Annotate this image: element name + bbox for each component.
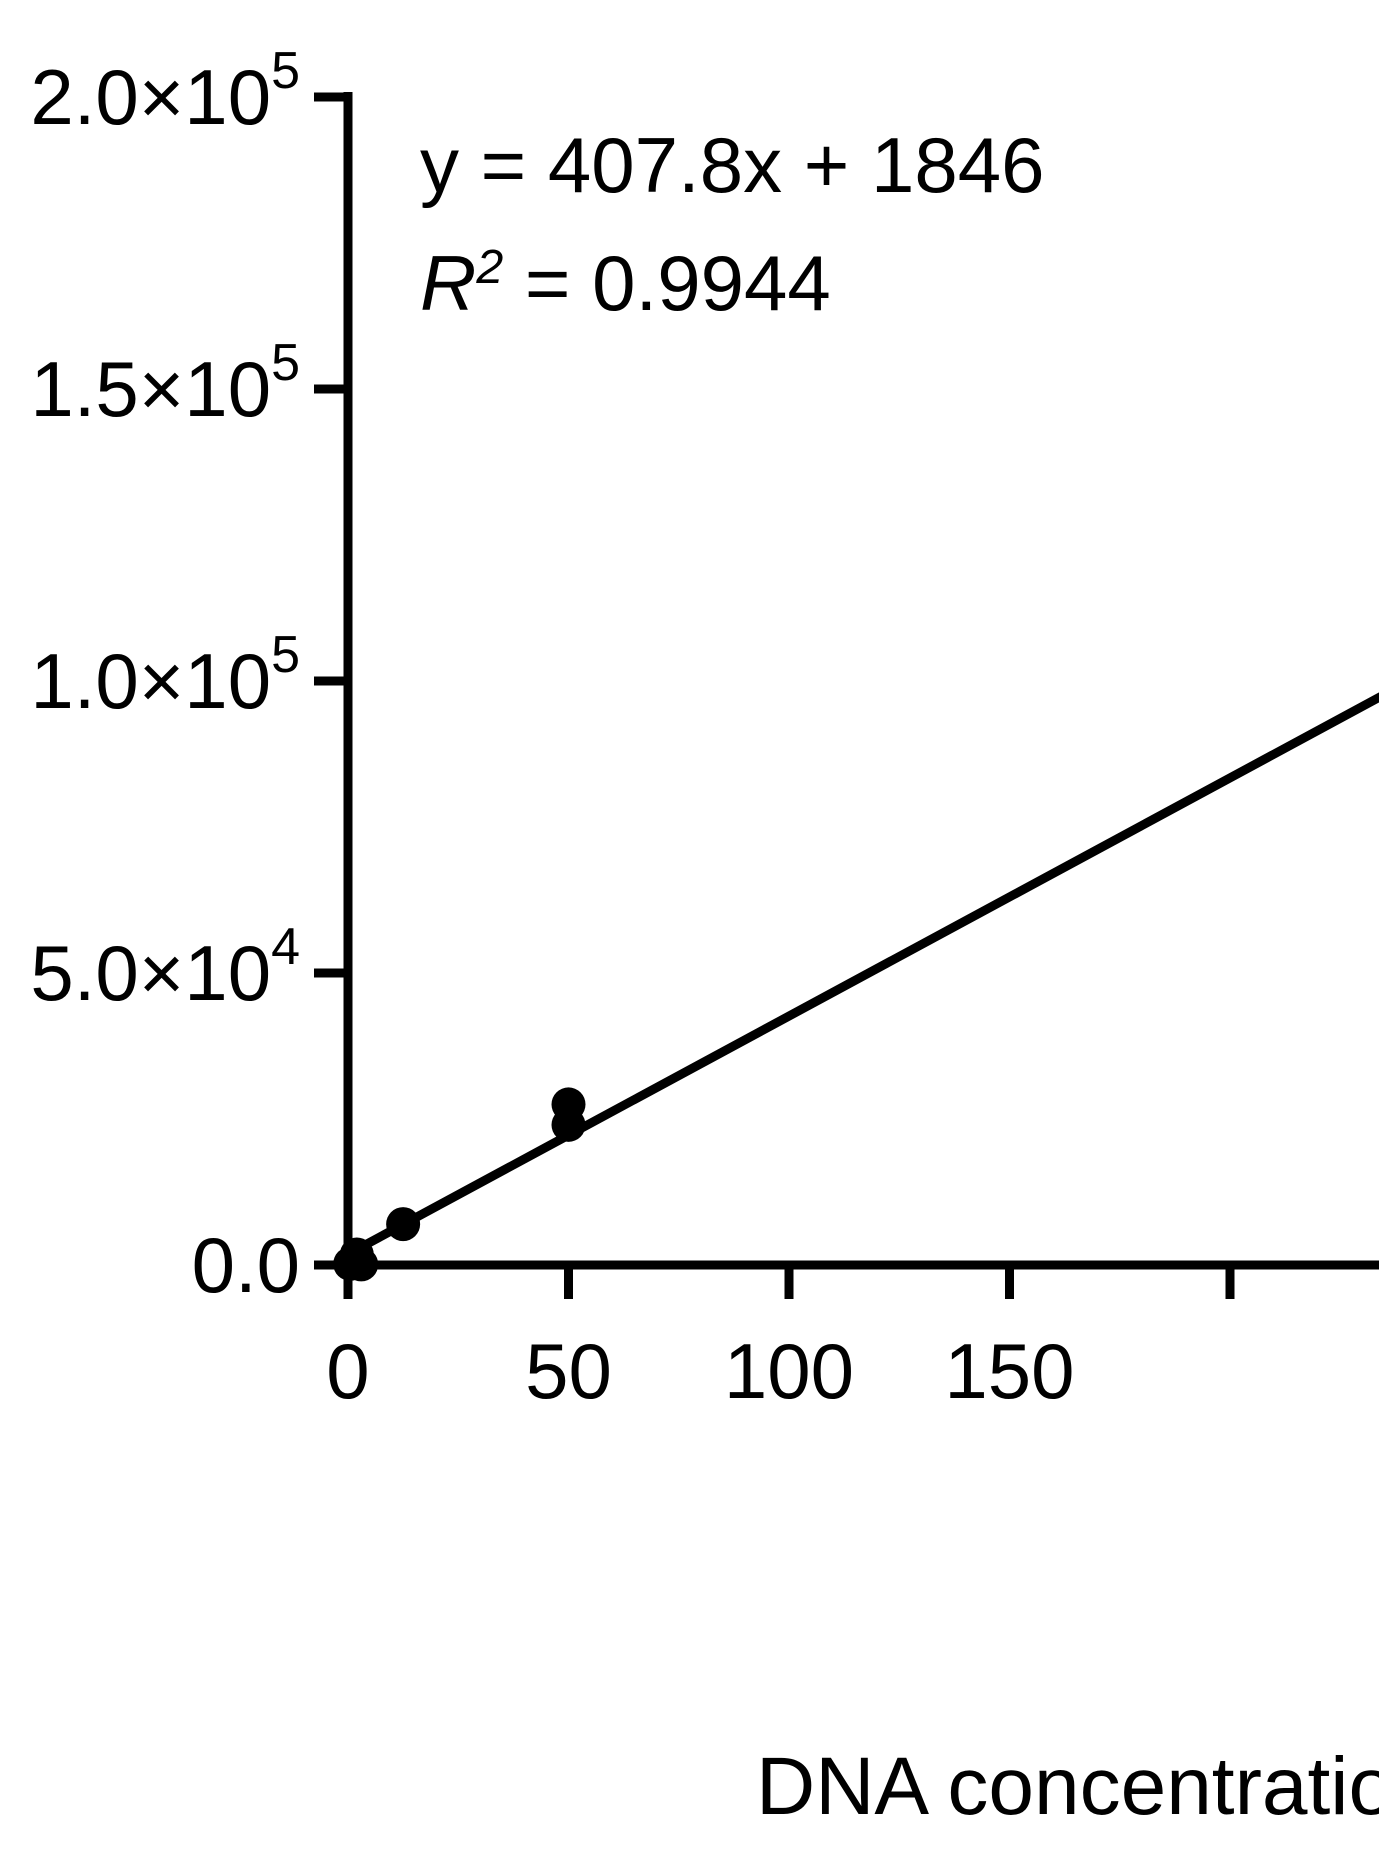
y-tick-label: 5.0×104 <box>30 918 300 1017</box>
regression-annotation: y = 407.8x + 1846 R2 = 0.9944 <box>420 106 1045 353</box>
r-symbol: R <box>420 239 477 327</box>
data-point <box>386 1207 421 1242</box>
data-point <box>551 1087 586 1122</box>
regression-equation: y = 407.8x + 1846 <box>420 121 1045 209</box>
r-squared-value: = 0.9944 <box>503 239 831 327</box>
y-tick-label: 0.0 <box>192 1221 300 1309</box>
r-squared-line: R2 = 0.9944 <box>420 224 1045 353</box>
y-tick-label: 1.0×105 <box>30 626 300 725</box>
y-tick-label: 1.5×105 <box>30 334 300 433</box>
x-axis-title: DNA concentration <box>756 1741 1379 1832</box>
x-tick-label: 150 <box>944 1327 1074 1415</box>
r-exponent: 2 <box>476 240 504 295</box>
y-tick-label: 2.0×105 <box>30 42 300 141</box>
regression-line <box>345 692 1379 1259</box>
data-point <box>344 1247 379 1282</box>
x-tick-label: 50 <box>525 1327 612 1415</box>
x-tick-label: 0 <box>326 1327 369 1415</box>
x-tick-label: 100 <box>724 1327 854 1415</box>
